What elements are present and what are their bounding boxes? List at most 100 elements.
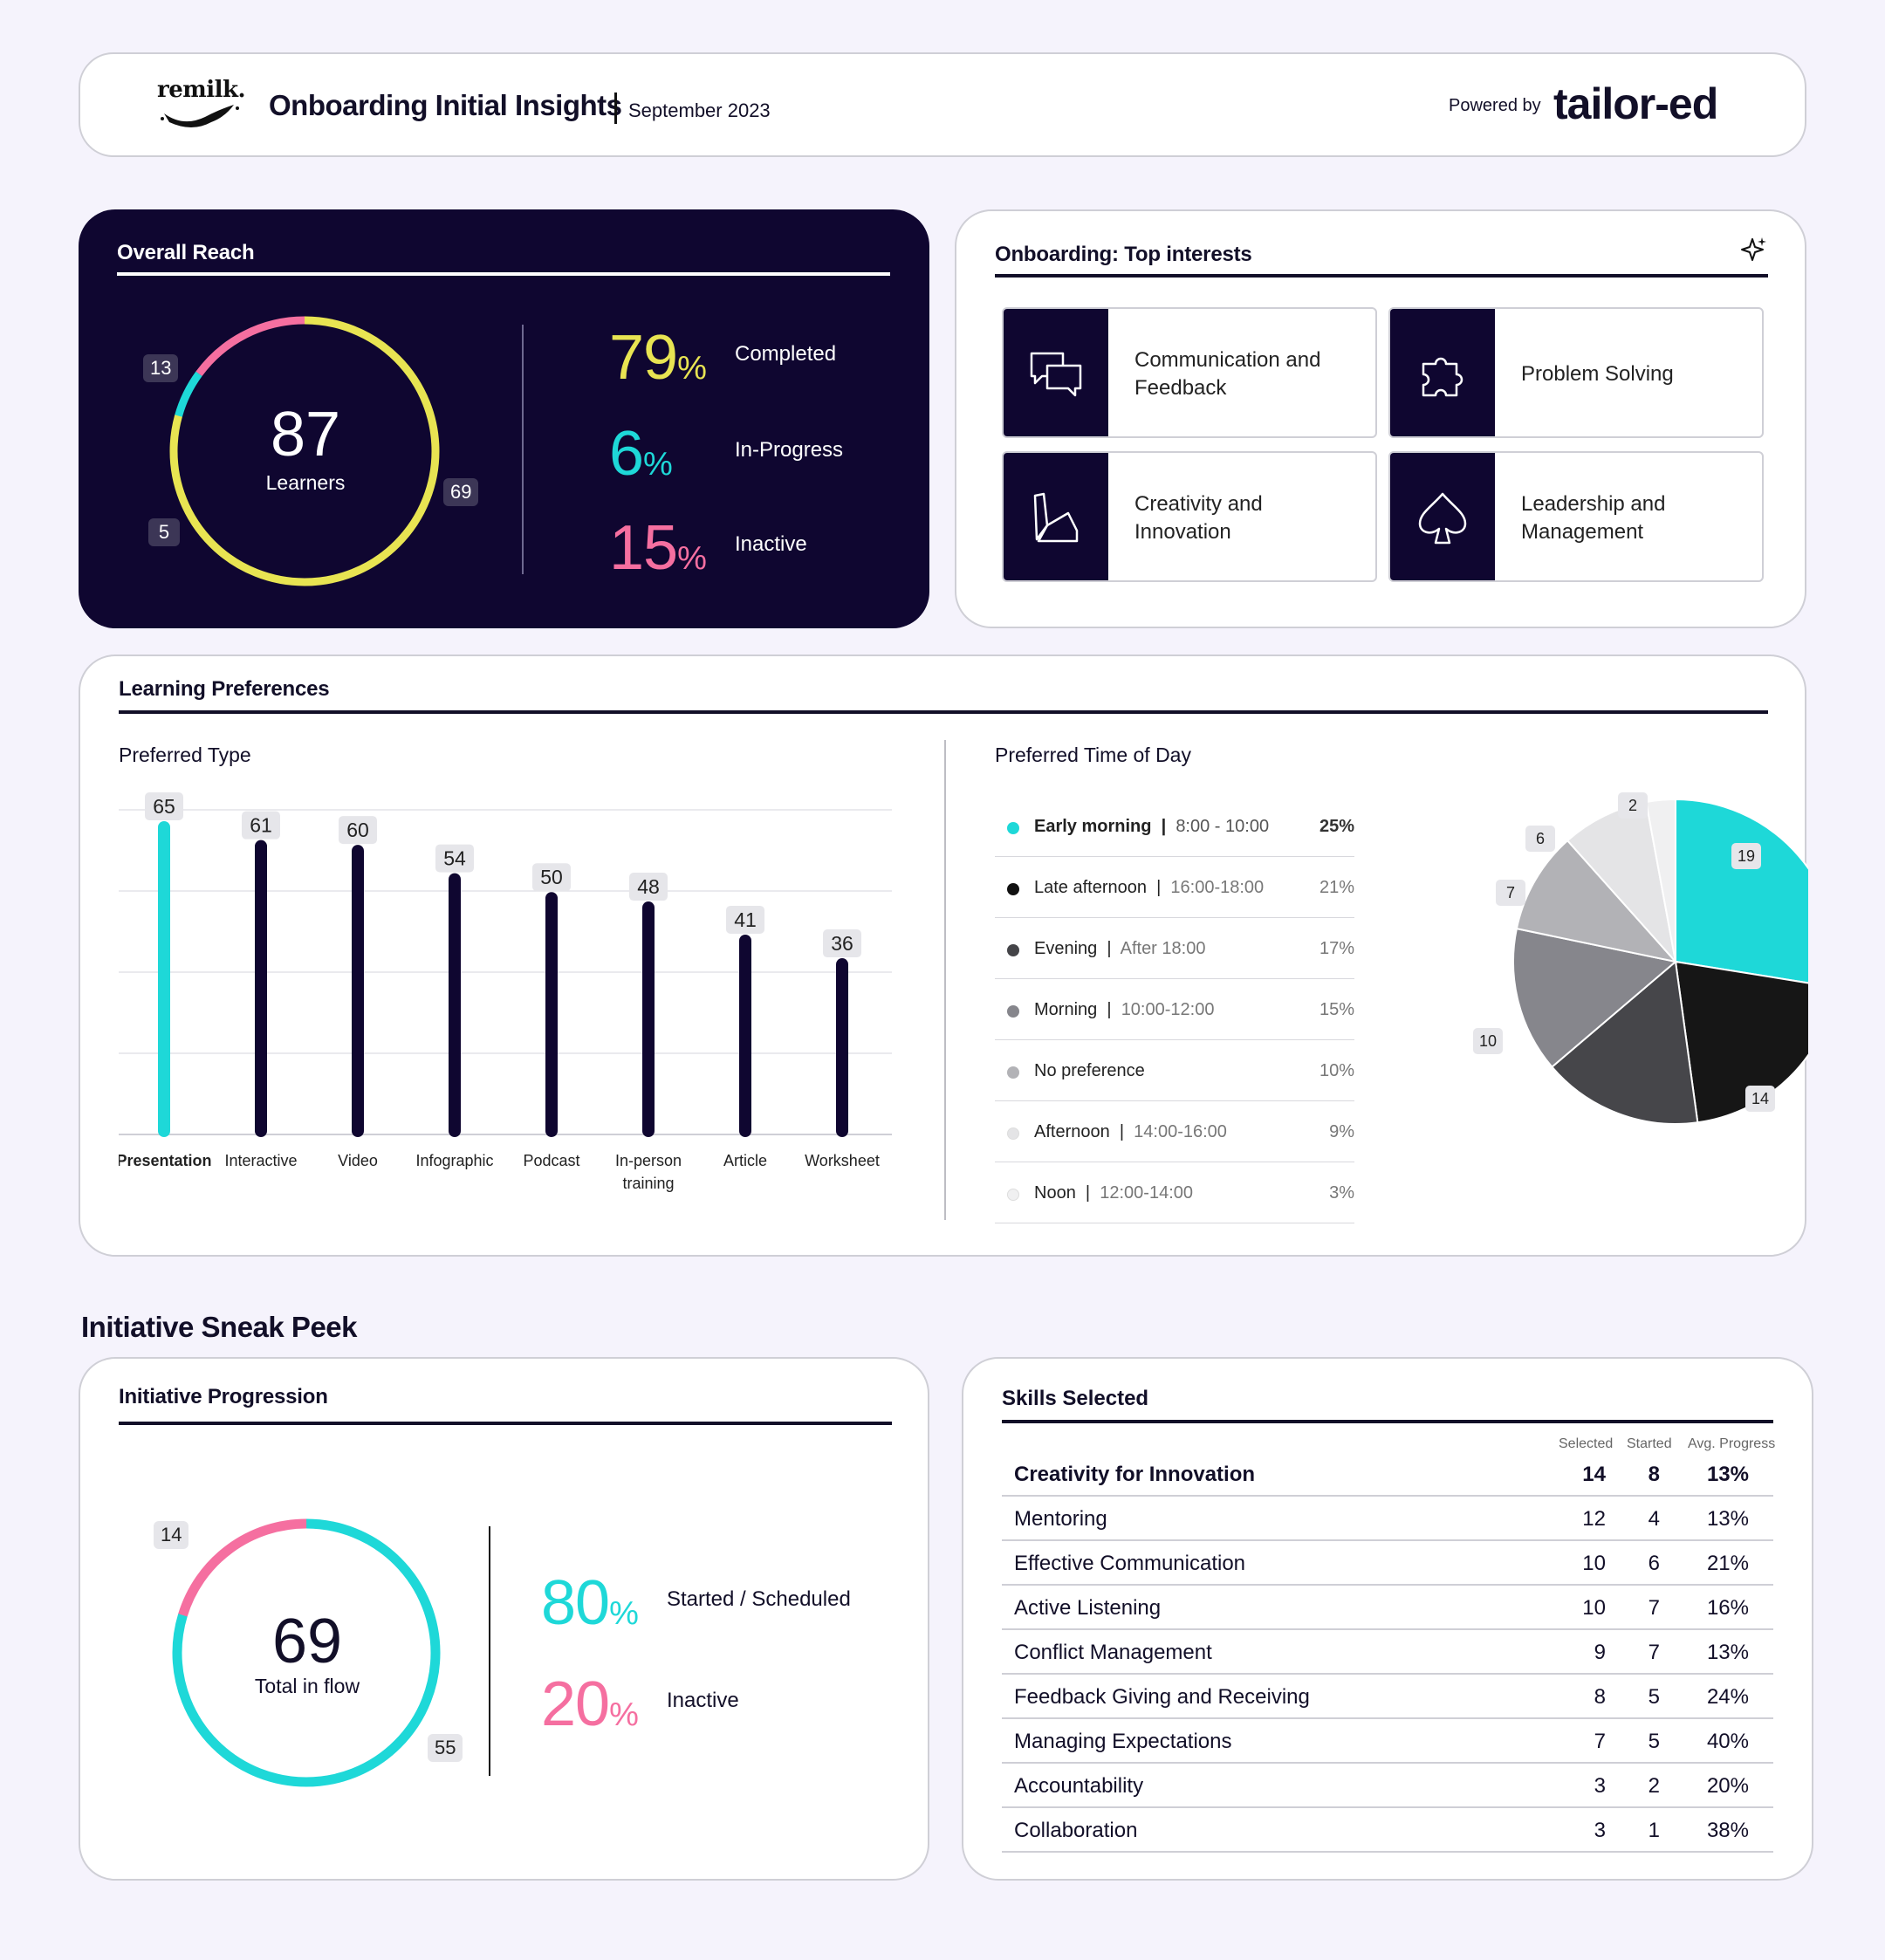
pie-slice-morning	[1512, 927, 1678, 1069]
bar-value-label: 48	[637, 875, 660, 898]
x-tick-label: Video	[338, 1152, 378, 1169]
skill-avg-progress: 38%	[1706, 1819, 1749, 1842]
title-rule	[119, 710, 1768, 714]
powered-by-label: Powered by	[1449, 96, 1541, 115]
skill-started-count: 7	[1648, 1596, 1660, 1620]
skill-started-count: 1	[1648, 1819, 1660, 1842]
skill-started-count: 2	[1648, 1774, 1660, 1798]
skill-selected-count: 3	[1594, 1774, 1606, 1798]
skill-started-count: 6	[1648, 1552, 1660, 1575]
time-of-day-row: Evening | After 18:00 17%	[995, 918, 1354, 979]
legend-dot	[1007, 944, 1019, 956]
skills-table-row: Effective Communication 10 6 21%	[1002, 1541, 1773, 1586]
skill-started-count: 5	[1648, 1730, 1660, 1753]
time-of-day-percent: 15%	[1319, 1000, 1354, 1019]
learning-preferences-title: Learning Preferences	[119, 677, 330, 701]
pie-value-label-bg	[1496, 880, 1525, 906]
stat-inactive-value: 15%	[609, 513, 707, 583]
interest-card-communication[interactable]: Communication and Feedback	[1002, 307, 1377, 438]
time-of-day-name: No preference	[1034, 1061, 1145, 1080]
skills-table-row: Creativity for Innovation 14 8 13%	[1002, 1452, 1773, 1497]
skill-avg-progress: 21%	[1706, 1552, 1749, 1575]
tag-inactive-count: 13	[143, 354, 179, 383]
reach-donut-chart	[169, 316, 440, 586]
skill-avg-progress: 20%	[1706, 1774, 1749, 1798]
sparkle-icon[interactable]	[1740, 236, 1768, 264]
overall-reach-card: Overall Reach 87 Learners 13 5 69 79% Co…	[79, 209, 929, 628]
skill-name: Conflict Management	[1014, 1641, 1212, 1664]
bar-value-label-bg	[629, 873, 668, 901]
skill-name: Collaboration	[1014, 1819, 1138, 1842]
time-of-day-percent: 21%	[1319, 878, 1354, 897]
interest-card-leadership[interactable]: Leadership and Management	[1388, 451, 1764, 582]
pie-slice-early-morning	[1675, 798, 1808, 984]
stat-completed-value: 79%	[609, 323, 707, 393]
bar-value-label-bg	[823, 929, 861, 958]
overall-reach-title: Overall Reach	[117, 241, 255, 264]
skill-name: Active Listening	[1014, 1596, 1162, 1620]
skill-name: Mentoring	[1014, 1507, 1107, 1531]
pie-value-label: 10	[1479, 1032, 1497, 1050]
skills-table-row: Accountability 3 2 20%	[1002, 1764, 1773, 1808]
skill-selected-count: 10	[1582, 1552, 1606, 1575]
initiative-total: 69	[271, 1607, 343, 1676]
tailored-logo: tailor-ed	[1553, 79, 1718, 128]
skill-avg-progress: 16%	[1706, 1596, 1749, 1620]
learning-preferences-card: Learning Preferences Preferred Type Pref…	[79, 654, 1808, 1257]
interest-card-creativity[interactable]: Creativity and Innovation	[1002, 451, 1377, 582]
time-of-day-pie-chart: 19141110762	[1473, 792, 1808, 1125]
skill-selected-count: 7	[1594, 1730, 1606, 1753]
skills-table-row: Collaboration 3 1 38%	[1002, 1808, 1773, 1853]
tag-in-progress-count: 5	[148, 518, 180, 547]
puzzle-icon	[1422, 357, 1463, 397]
legend-dot	[1007, 822, 1019, 834]
skill-started-count: 7	[1648, 1641, 1660, 1664]
title-divider	[614, 93, 617, 124]
skill-name: Accountability	[1014, 1774, 1144, 1798]
time-of-day-percent: 17%	[1319, 939, 1354, 958]
stat-inactive-label: Inactive	[735, 532, 807, 556]
skill-selected-count: 12	[1582, 1507, 1606, 1531]
pie-value-label: 6	[1536, 830, 1545, 847]
bar-value-label: 50	[540, 866, 563, 888]
legend-dot	[1007, 1127, 1019, 1140]
bar-value-label: 60	[346, 819, 369, 841]
skill-started-count: 8	[1648, 1463, 1660, 1486]
legend-dot	[1007, 1066, 1019, 1079]
skills-table-row: Feedback Giving and Receiving 8 5 24%	[1002, 1675, 1773, 1719]
x-tick-label: In-person	[615, 1152, 682, 1169]
pie-value-label-bg	[1473, 1028, 1503, 1054]
time-of-day-percent: 3%	[1329, 1183, 1354, 1203]
title-rule	[119, 1422, 892, 1425]
skill-avg-progress: 13%	[1706, 1463, 1749, 1486]
top-interests-card: Onboarding: Top interests Communication …	[955, 209, 1806, 628]
pie-value-label-bg	[1731, 843, 1761, 869]
spade-icon	[1418, 492, 1467, 545]
skills-table-row: Active Listening 10 7 16%	[1002, 1586, 1773, 1630]
reach-segment-completed	[169, 316, 440, 586]
initiative-section-title: Initiative Sneak Peek	[81, 1311, 358, 1343]
time-of-day-row: Early morning | 8:00 - 10:00 25%	[995, 796, 1354, 857]
preferred-type-bar-chart: 65 Presentation 61 Interactive 60 Video 54 Info…	[119, 792, 892, 1192]
interest-label: Creativity and Innovation	[1134, 491, 1263, 544]
stat-completed-label: Completed	[735, 342, 837, 366]
time-of-day-row: Late afternoon | 16:00-18:00 21%	[995, 857, 1354, 918]
initiative-progression-card: Initiative Progression 69 Total in flow …	[79, 1357, 929, 1881]
skills-selected-card	[962, 1357, 1813, 1881]
time-of-day-name: Evening | After 18:00	[1034, 939, 1206, 958]
interest-card-problem-solving[interactable]: Problem Solving	[1388, 307, 1764, 438]
bar-value-label: 61	[250, 814, 272, 837]
skills-title-rule	[1002, 1420, 1773, 1423]
x-tick-label: Infographic	[415, 1152, 493, 1169]
legend-dot	[1007, 1189, 1019, 1201]
pie-value-label: 2	[1628, 797, 1637, 814]
skills-table-row: Mentoring 12 4 13%	[1002, 1497, 1773, 1541]
col-header-started: Started	[1627, 1436, 1672, 1451]
tag-initiative-started: 55	[428, 1734, 463, 1763]
time-of-day-name: Afternoon | 14:00-16:00	[1034, 1122, 1227, 1141]
pie-value-label: 19	[1738, 847, 1755, 865]
time-of-day-percent: 9%	[1329, 1122, 1354, 1141]
skill-name: Managing Expectations	[1014, 1730, 1232, 1753]
skill-name: Effective Communication	[1014, 1552, 1246, 1575]
legend-dot	[1007, 883, 1019, 895]
